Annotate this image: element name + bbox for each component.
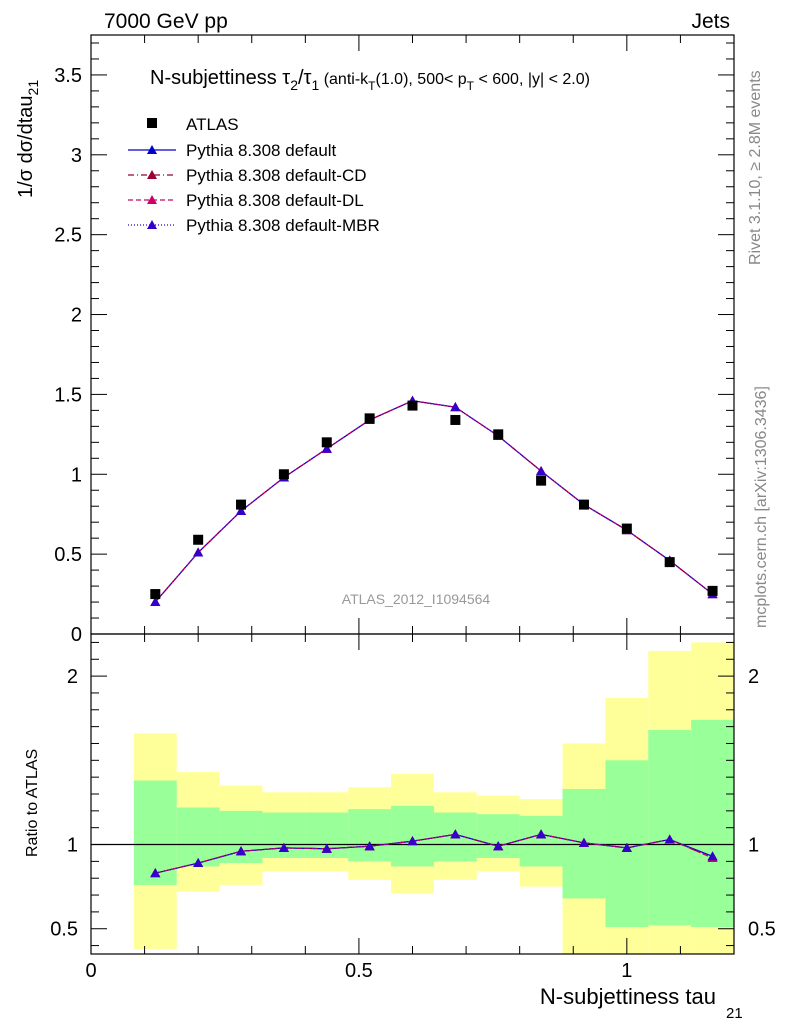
main-series-marker [150, 597, 161, 607]
green-band-bin [476, 814, 520, 858]
ratio-series-marker [536, 829, 547, 839]
atlas-data-point [193, 534, 204, 545]
ratio-y-tick-label-left: 1 [67, 835, 78, 857]
main-y-tick-label: 3.5 [54, 65, 82, 87]
ratio-y-axis-label: Ratio to ATLAS [24, 749, 41, 857]
ratio-uncertainty-bands [91, 642, 734, 954]
legend-label: Pythia 8.308 default-DL [186, 191, 364, 210]
legend-label: Pythia 8.308 default [186, 141, 337, 160]
ratio-series-marker [364, 841, 375, 851]
green-band-bin [391, 805, 434, 867]
main-plot-data [150, 395, 718, 607]
legend-marker [147, 145, 157, 154]
legend-label: Pythia 8.308 default-MBR [186, 216, 380, 235]
main-y-tick-label: 0 [71, 624, 82, 646]
main-series-line [154, 400, 713, 603]
main-series-marker [236, 506, 247, 516]
main-y-tick-label: 1 [71, 464, 82, 486]
x-axis-label-subscript: 21 [726, 1005, 743, 1022]
atlas-data-point [407, 400, 418, 411]
main-series-marker [321, 443, 332, 453]
ratio-y-tick-label-left: 2 [67, 666, 78, 688]
ratio-series-marker [707, 851, 718, 861]
atlas-data-point [278, 469, 289, 480]
ratio-series-marker [450, 829, 461, 839]
atlas-data-point [707, 585, 718, 596]
legend-label: Pythia 8.308 default-CD [186, 166, 367, 185]
green-band-bin [519, 815, 563, 867]
atlas-data-point [236, 499, 247, 510]
x-axis-label: N-subjettiness tau [540, 984, 716, 1009]
ratio-y-tick-label-right: 1 [748, 835, 759, 857]
main-series-marker [536, 466, 547, 476]
legend-marker [147, 195, 157, 204]
legend-marker-atlas [147, 118, 157, 128]
ratio-plot-data [150, 829, 718, 878]
atlas-data-point [364, 413, 375, 424]
legend-marker [147, 170, 157, 179]
main-y-tick-label: 2.5 [54, 225, 82, 247]
main-y-tick-label: 2 [71, 305, 82, 327]
ratio-series-marker [493, 841, 504, 851]
atlas-data-point [664, 557, 675, 568]
header-energy-label: 7000 GeV pp [104, 10, 228, 33]
atlas-data-point [578, 499, 589, 510]
x-tick-label: 0 [85, 960, 96, 982]
ratio-series-marker [278, 842, 289, 852]
axis-ticks: 0 0.5 1 0 0.5 1 1.5 2 2.5 3 3.5 0.5 0.5 1 1 2 2 [50, 35, 776, 982]
green-band-bin [648, 730, 692, 926]
ratio-series-marker [664, 834, 675, 844]
atlas-data-point [150, 589, 161, 600]
legend-label-atlas: ATLAS [186, 115, 239, 134]
atlas-data-point [450, 414, 461, 425]
rivet-events-label: Rivet 3.1.10, ≥ 2.8M events [747, 70, 764, 265]
green-band-bin [348, 809, 392, 862]
analysis-watermark: ATLAS_2012_I1094564 [342, 591, 491, 607]
ratio-y-tick-label-left: 0.5 [50, 919, 78, 941]
ratio-series-marker [236, 846, 247, 856]
main-series-marker [193, 547, 204, 557]
ratio-series-marker [407, 836, 418, 846]
main-y-tick-label: 1.5 [54, 384, 82, 406]
header-process-label: Jets [691, 10, 730, 33]
atlas-data-point [536, 475, 547, 486]
ratio-series-line [155, 833, 713, 874]
main-y-axis-label: 1/σ dσ/dtau21 [15, 80, 41, 198]
ratio-series-marker [578, 837, 589, 847]
green-band-bin [691, 719, 734, 928]
ratio-series-marker [621, 842, 632, 852]
main-y-tick-label: 3 [71, 145, 82, 167]
main-y-tick-label: 0.5 [54, 544, 82, 566]
x-tick-label: 1 [621, 960, 632, 982]
green-band-bin [133, 780, 177, 885]
main-series-marker [450, 402, 461, 412]
ratio-y-tick-label-right: 0.5 [748, 919, 776, 941]
ratio-series-marker [321, 843, 332, 853]
x-tick-label: 0.5 [345, 960, 373, 982]
ratio-y-tick-label-right: 2 [748, 666, 759, 688]
ratio-series-marker [193, 858, 204, 868]
legend: ATLAS Pythia 8.308 default Pythia 8.308 de… [128, 115, 380, 235]
mcplots-source-label: mcplots.cern.ch [arXiv:1306.3436] [753, 386, 770, 628]
atlas-data-point [321, 437, 332, 448]
atlas-data-point [621, 523, 632, 534]
legend-marker [147, 220, 157, 229]
green-band-bin [176, 807, 220, 867]
plot-title: N-subjettiness τ2/τ1 (anti-kT(1.0), 500<… [150, 67, 590, 93]
ratio-series-marker [150, 868, 161, 878]
atlas-data-point [493, 429, 504, 440]
